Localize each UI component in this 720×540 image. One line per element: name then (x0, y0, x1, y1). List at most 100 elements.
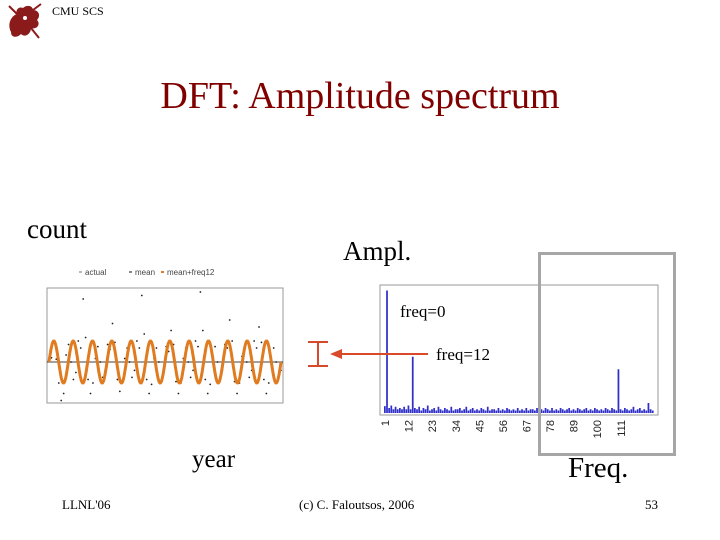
spectrum-bar (414, 408, 416, 413)
spectrum-bar (619, 409, 622, 413)
spectrum-bar (600, 409, 603, 413)
spectrum-bar (568, 408, 571, 413)
plot-frame (379, 284, 659, 416)
actual-point (67, 343, 70, 346)
spectrum-bar (549, 410, 551, 413)
x-tick-label: 111 (616, 420, 628, 437)
header-org-label: CMU SCS (52, 4, 104, 18)
actual-point (128, 361, 131, 363)
footer-left: LLNL'06 (62, 497, 111, 512)
spectrum-bar (540, 409, 543, 413)
spectrum-bar (431, 409, 433, 413)
x-tick-label: 89 (569, 420, 581, 432)
actual-point (96, 345, 99, 348)
ampl-label: Ampl. (343, 236, 412, 266)
spectrum-bar (495, 410, 498, 413)
actual-point (192, 369, 194, 372)
count-label: count (27, 214, 87, 244)
spectrum-bar (403, 406, 406, 413)
spectrum-bar (519, 410, 521, 413)
time-series-chart: actual mean mean+freq12 (46, 268, 284, 404)
spectrum-bar (579, 409, 581, 413)
spectrum-bar (420, 410, 423, 413)
spectrum-bar (551, 408, 553, 413)
spectrum-bar (617, 369, 620, 413)
spectrum-bar (645, 410, 648, 413)
x-tick-label: 100 (592, 420, 604, 438)
actual-point (206, 392, 209, 395)
spectrum-bar (564, 410, 566, 413)
actual-point (231, 340, 234, 342)
spectrum-bar (510, 410, 513, 413)
spectrum-bar (486, 406, 489, 413)
actual-point (155, 347, 158, 349)
spectrum-bar (439, 409, 442, 413)
spectrum-bar (609, 410, 611, 413)
x-tick-label: 56 (498, 420, 510, 432)
spectrum-bar (536, 408, 538, 413)
actual-point (204, 378, 207, 381)
spectrum-bar (516, 408, 519, 413)
spectrum-bar (407, 405, 410, 413)
actual-point (148, 392, 151, 395)
spectrum-bar (409, 409, 412, 413)
legend-label-2: mean+freq12 (167, 268, 215, 277)
actual-point (150, 383, 153, 386)
spectrum-bar (416, 409, 418, 413)
spectrum-bar (602, 410, 605, 413)
spectrum-bar (401, 409, 403, 413)
actual-point (201, 329, 204, 332)
spectrum-bar (388, 408, 391, 413)
actual-point (272, 347, 275, 349)
spectrum-bar (613, 409, 616, 413)
spectrum-bar (411, 356, 414, 413)
spectrum-bar (482, 409, 485, 413)
spectrum-bar (587, 410, 590, 413)
x-tick-label: 45 (474, 420, 486, 432)
spectrum-bar (499, 410, 502, 413)
spectrum-bar (521, 409, 523, 413)
actual-point (258, 326, 260, 328)
actual-series (48, 291, 282, 402)
spectrum-bar (463, 409, 466, 413)
spectrum-bar (493, 409, 496, 413)
actual-point (57, 382, 60, 384)
spectrum-bar (555, 409, 558, 413)
spectrum-bar (585, 408, 588, 413)
annotation-freq12: freq=12 (436, 345, 490, 364)
actual-point (138, 347, 141, 349)
slide-title: DFT: Amplitude spectrum (160, 75, 560, 117)
actual-point (84, 336, 87, 339)
spectrum-bar (422, 408, 425, 413)
spectrum-bar (476, 409, 478, 413)
spectrum-bar (529, 409, 532, 413)
actual-point (245, 361, 248, 363)
spectrum-bar (643, 409, 646, 413)
plot-frame (46, 287, 284, 404)
actual-point (74, 371, 77, 374)
spectrum-bar (531, 409, 534, 413)
actual-point (131, 376, 133, 379)
spectrum-bar (471, 408, 474, 413)
actual-point (72, 378, 75, 381)
x-tick-label: 78 (545, 420, 557, 432)
x-tick-label: 67 (522, 420, 534, 432)
spectrum-bar (465, 406, 468, 413)
actual-point (123, 357, 126, 360)
spectrum-bar (386, 290, 388, 413)
spectrum-bar (649, 409, 652, 413)
spectrum-bar (454, 409, 457, 413)
spectrum-bar (630, 409, 633, 413)
spectrum-bar (390, 405, 393, 413)
legend-label-1: mean (135, 268, 155, 277)
actual-point (118, 390, 121, 393)
spectrum-bar (424, 409, 427, 413)
spectrum-bar (497, 408, 500, 413)
spectrum-bar (626, 409, 628, 413)
chart-legend: actual mean mean+freq12 (79, 268, 215, 277)
spectrum-bar (647, 403, 650, 413)
spectrum-bar (491, 409, 493, 413)
actual-point (79, 347, 82, 349)
footer-right: 53 (645, 497, 658, 512)
spectrum-bar (452, 410, 455, 413)
